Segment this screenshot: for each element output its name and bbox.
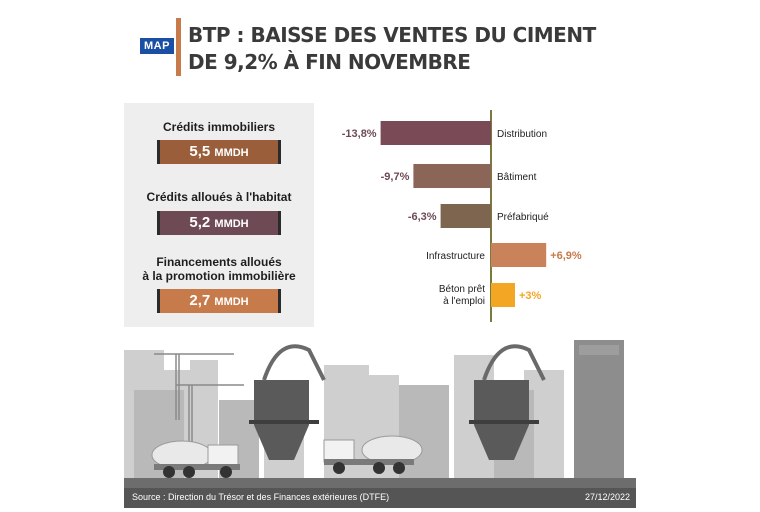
bar-0 — [380, 121, 491, 145]
credit-value-number: 5,5 — [189, 143, 211, 160]
title-line-2: DE 9,2% À FIN NOVEMBRE — [188, 50, 471, 74]
source-note: Source : Direction du Trésor et des Fina… — [132, 492, 390, 502]
bar-1 — [413, 164, 491, 188]
map-logo: MAP — [140, 38, 174, 54]
credit-label-promotion-line2: à la promotion immobilière — [142, 269, 296, 283]
credit-value-number: 5,2 — [189, 214, 211, 231]
credit-value-habitat: 5,2 MMDH — [157, 211, 281, 235]
credits-panel: Crédits immobiliers 5,5 MMDH Crédits all… — [124, 103, 314, 327]
credit-value-number: 2,7 — [189, 292, 211, 309]
credit-label-immobiliers: Crédits immobiliers — [162, 120, 276, 134]
bar-3 — [491, 243, 547, 267]
category-label-1: Bâtiment — [497, 172, 537, 183]
bar-4 — [491, 283, 515, 307]
value-label-3: +6,9% — [550, 250, 582, 262]
value-label-4: +3% — [519, 290, 542, 302]
credit-label-promotion-line1: Financements alloués — [156, 255, 282, 269]
credit-label-habitat: Crédits alloués à l'habitat — [146, 190, 292, 204]
credit-value-promotion: 2,7 MMDH — [157, 289, 281, 313]
credit-value-unit: MMDH — [214, 218, 249, 230]
title-line-1: BTP : BAISSE DES VENTES DU CIMENT — [188, 23, 596, 47]
credit-value-unit: MMDH — [214, 147, 249, 159]
credit-value-immobiliers: 5,5 MMDH — [157, 140, 281, 164]
value-label-2: -6,3% — [408, 211, 437, 223]
category-label-4: Béton prêt à l'emploi — [439, 284, 485, 307]
bar-2 — [440, 204, 491, 228]
category-label-2: Préfabriqué — [497, 212, 549, 223]
title-accent-bar — [176, 18, 181, 76]
publication-date: 27/12/2022 — [584, 492, 630, 502]
page-title: BTP : BAISSE DES VENTES DU CIMENT DE 9,2… — [188, 22, 596, 76]
footer-bar: Source : Direction du Trésor et des Fina… — [124, 488, 636, 508]
construction-illustration — [124, 340, 636, 488]
cement-sales-chart: -13,8% Distribution -9,7% Bâtiment -6,3% Préf… — [342, 110, 582, 322]
category-label-3: Infrastructure — [426, 251, 485, 262]
credit-value-unit: MMDH — [214, 296, 249, 308]
category-label-0: Distribution — [497, 129, 547, 140]
value-label-0: -13,8% — [342, 128, 377, 140]
value-label-1: -9,7% — [381, 171, 410, 183]
